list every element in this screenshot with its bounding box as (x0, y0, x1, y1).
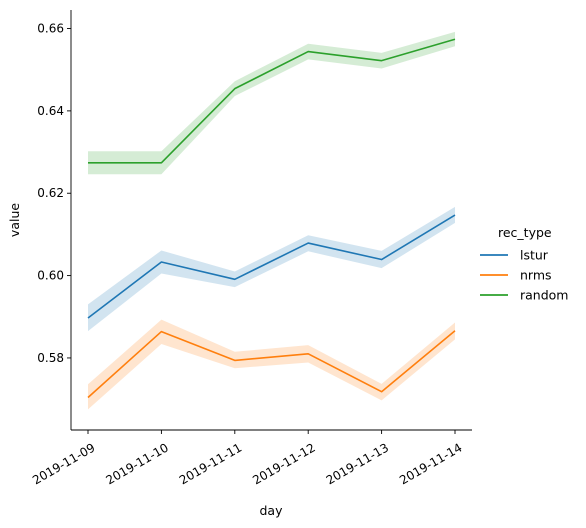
legend: rec_type lstur nrms random (480, 225, 568, 303)
confidence-band-random (88, 31, 455, 175)
series-line-random (88, 38, 456, 164)
y-tick-label: 0.62 (37, 186, 64, 200)
y-tick-label: 0.58 (37, 351, 64, 365)
x-tick-label: 2019-11-10 (103, 440, 170, 487)
y-tick-label: 0.66 (37, 22, 64, 36)
x-tick-label: 2019-11-09 (30, 440, 97, 487)
x-tick-label: 2019-11-13 (324, 440, 391, 487)
confidence-bands (88, 31, 455, 410)
x-axis-label: day (260, 503, 284, 518)
y-axis-label: value (7, 203, 22, 237)
legend-label-random: random (520, 288, 568, 303)
series-lines (87, 38, 456, 399)
series-line-nrms (87, 330, 456, 399)
x-tick-label: 2019-11-12 (250, 440, 317, 487)
y-tick-label: 0.64 (37, 104, 64, 118)
confidence-band-lstur (88, 206, 455, 332)
x-tick-label: 2019-11-11 (177, 440, 244, 487)
legend-title: rec_type (498, 225, 552, 240)
confidence-band-nrms (88, 319, 455, 410)
series-line-lstur (87, 214, 456, 319)
legend-label-lstur: lstur (520, 248, 549, 263)
y-tick-label: 0.60 (37, 269, 64, 283)
legend-label-nrms: nrms (520, 268, 552, 283)
x-axis-ticks: 2019-11-09 2019-11-10 2019-11-11 2019-11-12… (30, 430, 465, 487)
y-axis-ticks: 0.58 0.60 0.62 0.64 0.66 (37, 22, 71, 365)
x-tick-label: 2019-11-14 (397, 440, 464, 487)
